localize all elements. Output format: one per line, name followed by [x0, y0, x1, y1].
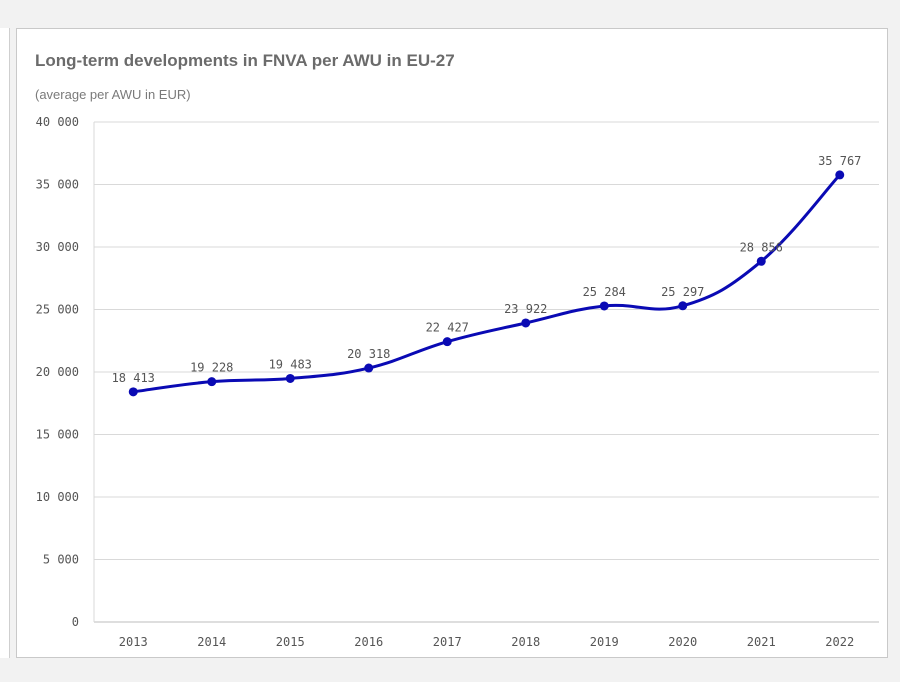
data-label: 25 297 [661, 285, 704, 299]
data-label: 19 228 [190, 361, 233, 375]
x-tick-label: 2018 [511, 635, 540, 649]
y-tick-label: 0 [72, 615, 79, 629]
data-label: 25 284 [583, 285, 626, 299]
chart-title: Long-term developments in FNVA per AWU i… [35, 51, 455, 70]
chart-card: Long-term developments in FNVA per AWU i… [16, 28, 888, 658]
data-label: 23 922 [504, 302, 547, 316]
y-tick-label: 30 000 [36, 240, 79, 254]
line-chart: 0 5 000 10 000 15 000 20 000 25 000 30 000 35 0… [36, 115, 879, 649]
data-point [128, 387, 138, 397]
y-tick-label: 15 000 [36, 428, 79, 442]
data-point [678, 301, 688, 311]
data-point [835, 170, 845, 180]
x-tick-label: 2013 [119, 635, 148, 649]
data-point [364, 363, 374, 373]
chart-subtitle: (average per AWU in EUR) [35, 87, 191, 102]
y-tick-label: 20 000 [36, 365, 79, 379]
x-tick-label: 2016 [354, 635, 383, 649]
x-tick-label: 2022 [825, 635, 854, 649]
data-label: 28 856 [740, 240, 783, 254]
data-label: 18 413 [112, 371, 155, 385]
data-point [521, 318, 531, 328]
y-tick-label: 10 000 [36, 490, 79, 504]
data-point [756, 256, 766, 266]
y-tick-label: 40 000 [36, 115, 79, 129]
y-tick-label: 25 000 [36, 303, 79, 317]
data-label: 22 427 [426, 321, 469, 335]
data-label: 35 767 [818, 154, 861, 168]
left-panel-edge [0, 28, 10, 658]
data-label: 19 483 [269, 357, 312, 371]
x-tick-label: 2020 [668, 635, 697, 649]
x-tick-label: 2019 [590, 635, 619, 649]
x-tick-label: 2014 [197, 635, 226, 649]
x-tick-label: 2021 [747, 635, 776, 649]
y-tick-label: 5 000 [43, 553, 79, 567]
data-point [599, 301, 609, 311]
series-line [131, 173, 842, 394]
x-tick-label: 2017 [433, 635, 462, 649]
data-point [285, 373, 295, 383]
x-tick-label: 2015 [276, 635, 305, 649]
data-label: 20 318 [347, 347, 390, 361]
data-point [442, 337, 452, 347]
data-point [207, 377, 217, 387]
y-tick-label: 35 000 [36, 178, 79, 192]
